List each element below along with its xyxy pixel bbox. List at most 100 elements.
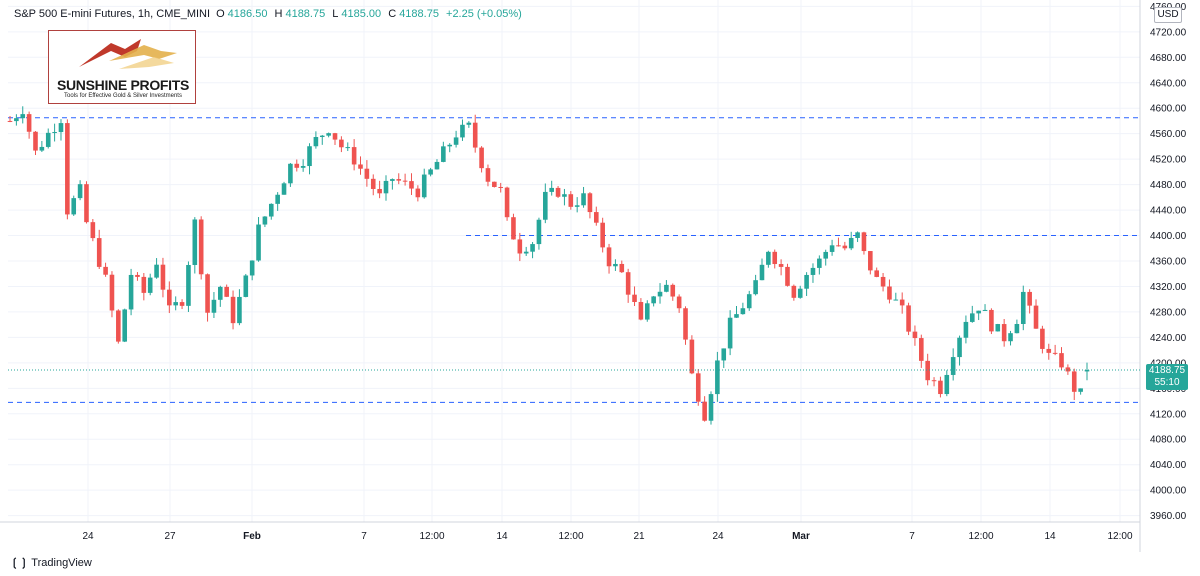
y-tick-label: 4080.00 — [1150, 435, 1187, 446]
y-tick-label: 4720.00 — [1150, 27, 1187, 38]
candle-body — [938, 380, 943, 395]
candle-body — [275, 194, 280, 204]
candle-body — [128, 274, 134, 310]
candle-body — [613, 263, 618, 267]
candle-body — [447, 144, 453, 147]
candle-body — [147, 277, 153, 293]
candle-body — [351, 147, 357, 165]
candle-body — [893, 299, 899, 301]
candle-body — [339, 139, 344, 148]
candle-body — [326, 133, 331, 136]
candle-body — [995, 324, 1001, 332]
candle-body — [1001, 324, 1007, 342]
candle-body — [906, 305, 911, 332]
candle-body — [746, 294, 752, 309]
candle-body — [358, 164, 363, 169]
candle-body — [848, 237, 854, 249]
candle-body — [721, 348, 727, 361]
candle-body — [441, 146, 446, 162]
y-tick-label: 4400.00 — [1150, 231, 1187, 242]
y-tick-label: 4200.00 — [1150, 358, 1187, 369]
candle-body — [982, 309, 988, 311]
candle-body — [1059, 353, 1064, 368]
candle-body — [664, 284, 669, 292]
y-tick-label: 3960.00 — [1150, 511, 1187, 522]
candle-body — [969, 313, 975, 322]
candle-body — [1084, 370, 1090, 372]
candle-body — [657, 291, 663, 297]
candle-body — [332, 133, 338, 140]
candle-body — [759, 264, 765, 281]
y-tick-label: 4240.00 — [1150, 333, 1187, 344]
candle-body — [135, 274, 140, 277]
candle-body — [281, 183, 287, 195]
last-price-tag: 4188.75 55:10 — [1146, 364, 1188, 390]
candle-body — [638, 302, 644, 320]
y-tick-label: 4480.00 — [1150, 180, 1187, 191]
candle-body — [319, 135, 325, 138]
candle-body — [345, 147, 351, 149]
x-tick-label: 14 — [1044, 531, 1056, 542]
candle-body — [931, 380, 937, 382]
candle-body — [593, 212, 599, 223]
candle-body — [899, 299, 905, 306]
candle-body — [804, 274, 809, 289]
candle-body — [772, 251, 778, 265]
logo-tagline: Tools for Effective Gold & Silver Invest… — [64, 93, 182, 99]
candle-body — [307, 146, 312, 167]
tradingview-logo-icon: ❲❳ — [10, 557, 29, 569]
currency-button[interactable]: USD — [1154, 7, 1182, 23]
candle-body — [574, 205, 580, 207]
candle-body — [989, 309, 994, 332]
x-tick-label: 21 — [633, 531, 645, 542]
candle-body — [396, 179, 402, 181]
x-tick-label: 7 — [361, 531, 367, 542]
candle-body — [179, 302, 185, 306]
candle-body — [58, 123, 64, 133]
y-tick-label: 4680.00 — [1150, 53, 1187, 64]
candle-body — [84, 184, 89, 223]
candle-body — [963, 321, 969, 338]
candle-body — [957, 337, 962, 358]
x-tick-label: 7 — [909, 531, 915, 542]
candle-body — [116, 310, 121, 342]
candle-body — [186, 264, 191, 306]
candle-body — [861, 232, 867, 252]
candle-body — [695, 373, 701, 402]
candle-body — [855, 232, 860, 238]
candle-body — [90, 222, 96, 239]
candle-body — [224, 286, 229, 297]
candle-body — [880, 276, 886, 287]
candle-body — [300, 166, 306, 168]
symbol-legend: S&P 500 E-mini Futures, 1h, CME_MINI O 41… — [14, 8, 525, 20]
candle-body — [606, 247, 612, 267]
candle-body — [944, 374, 950, 395]
candle-body — [428, 169, 433, 175]
candle-body — [45, 132, 51, 147]
candle-body — [778, 264, 784, 267]
candle-body — [555, 187, 561, 197]
candle-body — [708, 394, 714, 421]
candle-body — [587, 193, 593, 213]
candle-body — [1078, 388, 1083, 392]
candle-body — [912, 331, 918, 339]
y-tick-label: 4320.00 — [1150, 282, 1187, 293]
candle-body — [160, 264, 166, 290]
symbol-name[interactable]: S&P 500 E-mini Futures, 1h, CME_MINI — [14, 8, 211, 20]
candle-body — [874, 270, 879, 277]
candle-body — [65, 123, 70, 215]
candle-body — [192, 219, 198, 265]
tradingview-brand[interactable]: ❲❳ TradingView — [10, 556, 92, 569]
y-tick-label: 4360.00 — [1150, 257, 1187, 268]
candle-body — [294, 163, 300, 168]
candle-body — [39, 146, 45, 151]
candle-body — [421, 174, 427, 198]
candle-body — [498, 186, 504, 188]
x-tick-label: 14 — [496, 531, 508, 542]
candle-body — [173, 302, 178, 306]
candle-body — [390, 179, 395, 181]
candle-body — [887, 286, 892, 300]
candle-body — [644, 303, 650, 320]
candle-body — [810, 267, 816, 275]
